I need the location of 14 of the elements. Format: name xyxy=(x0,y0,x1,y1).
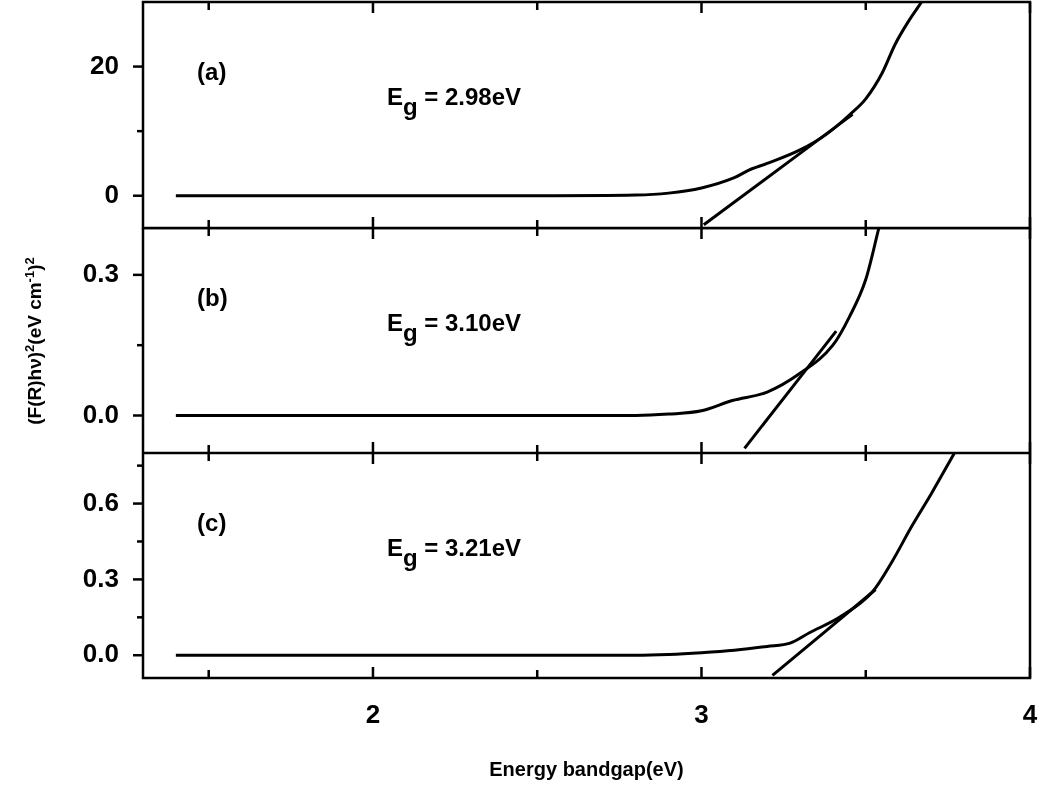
annotation: (c) xyxy=(197,509,227,537)
x-tick-label: 2 xyxy=(365,698,381,729)
annotation: (b) xyxy=(197,284,228,312)
annotation: (a) xyxy=(197,58,227,86)
y-tick-label: 0.0 xyxy=(82,398,119,429)
x-axis-title: Energy bandgap(eV) xyxy=(489,757,684,780)
y-tick-label: 0 xyxy=(104,178,119,209)
x-tick-label: 3 xyxy=(694,698,709,729)
y-tick-label: 0.6 xyxy=(82,486,119,517)
x-tick-label: 4 xyxy=(1022,698,1038,729)
y-tick-label: 0.0 xyxy=(82,638,119,669)
y-tick-label: 0.3 xyxy=(82,562,119,593)
y-tick-label: 0.3 xyxy=(82,258,119,289)
y-tick-label: 20 xyxy=(90,49,119,80)
